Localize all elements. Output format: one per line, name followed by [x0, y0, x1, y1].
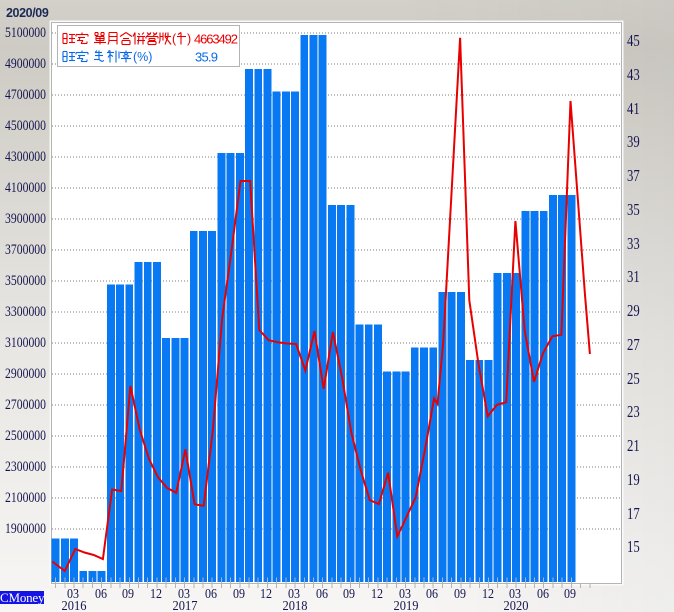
svg-text:(%): (%) [133, 50, 152, 64]
svg-text:): ) [187, 32, 191, 46]
svg-text:4663492: 4663492 [194, 32, 238, 46]
svg-text:35.9: 35.9 [195, 50, 218, 64]
svg-text:(: ( [172, 32, 177, 46]
